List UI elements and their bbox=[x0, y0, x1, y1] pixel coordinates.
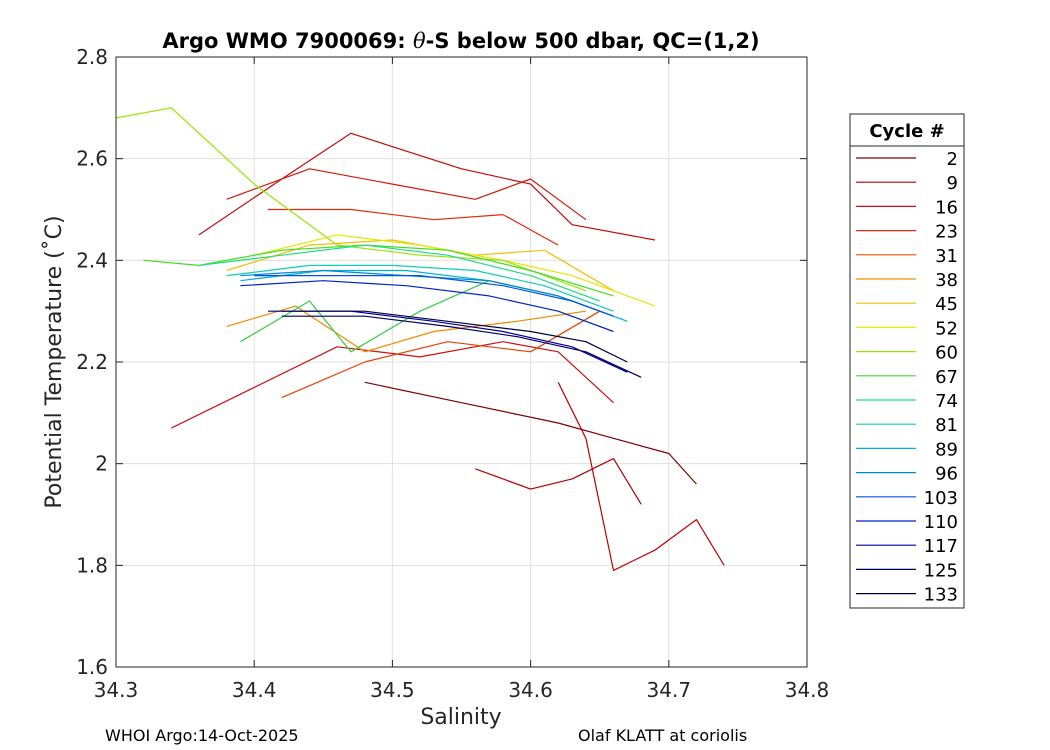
x-tick-label: 34.8 bbox=[785, 678, 830, 702]
y-tick-label: 2.4 bbox=[76, 248, 108, 272]
series-line-cycle-125 bbox=[281, 315, 642, 378]
legend-label: 9 bbox=[947, 173, 958, 194]
legend-label: 2 bbox=[947, 149, 958, 170]
series-line-cycle-52 bbox=[254, 234, 656, 307]
y-axis-label: Potential Temperature (˚C) bbox=[42, 215, 67, 508]
series-line-cycle-133 bbox=[281, 310, 628, 363]
y-tick-layer: 1.6 1.8 2 2.2 2.4 2.6 2.8 bbox=[76, 45, 807, 679]
legend-label: 23 bbox=[935, 222, 958, 243]
series-line-cycle-60 bbox=[115, 107, 587, 292]
x-tick-label: 34.4 bbox=[232, 678, 277, 702]
legend-label: 96 bbox=[935, 464, 958, 485]
y-tick-label: 2.6 bbox=[76, 147, 108, 171]
legend-entries: 2 9 16 23 31 38 45 52 60 67 74 81 89 96 103 110 117 125 13… bbox=[856, 149, 958, 606]
legend-label: 45 bbox=[935, 294, 958, 315]
y-tick-label: 1.8 bbox=[76, 553, 108, 577]
legend-label: 133 bbox=[924, 585, 958, 606]
legend-title: Cycle # bbox=[869, 121, 944, 142]
series-line-cycle-81 bbox=[226, 264, 614, 312]
legend-label: 110 bbox=[924, 512, 958, 533]
series-line-cycle-103 bbox=[254, 275, 614, 317]
x-tick-label: 34.3 bbox=[94, 678, 139, 702]
x-tick-label: 34.6 bbox=[508, 678, 553, 702]
legend-label: 89 bbox=[935, 439, 958, 460]
series-line-cycle-74 bbox=[198, 244, 600, 302]
legend-label: 125 bbox=[924, 560, 958, 581]
legend-label: 103 bbox=[924, 488, 958, 509]
legend-label: 31 bbox=[935, 246, 958, 267]
series-line-cycle-16 bbox=[557, 382, 725, 572]
x-axis-label: Salinity bbox=[420, 705, 501, 730]
series-line-cycle-9 bbox=[475, 458, 642, 505]
x-tick-label: 34.5 bbox=[370, 678, 415, 702]
grid-layer bbox=[115, 56, 808, 668]
series-line-cycle-23b bbox=[226, 168, 587, 221]
x-tick-label: 34.7 bbox=[647, 678, 692, 702]
y-tick-label: 2.2 bbox=[76, 350, 108, 374]
series-line-cycle-110 bbox=[240, 280, 614, 333]
theta-symbol: θ bbox=[413, 29, 426, 53]
legend-label: 38 bbox=[935, 270, 958, 291]
legend-label: 52 bbox=[935, 318, 958, 339]
series-line-cycle-2 bbox=[364, 381, 697, 485]
series-line-cycle-38 bbox=[226, 305, 586, 353]
legend-label: 117 bbox=[924, 536, 958, 557]
series-line-cycle-31 bbox=[268, 208, 559, 246]
legend-label: 16 bbox=[935, 197, 958, 218]
legend: Cycle # 2 9 16 23 31 38 45 52 60 67 74 81 89 96 103 110… bbox=[849, 113, 965, 609]
legend-box bbox=[849, 113, 965, 609]
series-line-cycle-23 bbox=[171, 341, 614, 429]
legend-label: 74 bbox=[935, 391, 958, 412]
y-tick-label: 2.8 bbox=[76, 45, 108, 69]
y-tick-label: 1.6 bbox=[76, 655, 108, 679]
y-tick-label: 2 bbox=[95, 452, 108, 476]
footer-left: WHOI Argo:14-Oct-2025 bbox=[105, 726, 299, 745]
x-tick-layer: 34.3 34.4 34.5 34.6 34.7 34.8 bbox=[94, 57, 830, 702]
legend-label: 67 bbox=[935, 367, 958, 388]
chart-title: Argo WMO 7900069: θ-S below 500 dbar, QC… bbox=[162, 29, 759, 53]
series-line-cycle-96 bbox=[240, 269, 614, 317]
series-line-cycle-31b bbox=[281, 310, 601, 399]
series-layer bbox=[115, 107, 725, 572]
legend-label: 60 bbox=[935, 343, 958, 364]
footer-right: Olaf KLATT at coriolis bbox=[578, 726, 747, 745]
legend-label: 81 bbox=[935, 415, 958, 436]
